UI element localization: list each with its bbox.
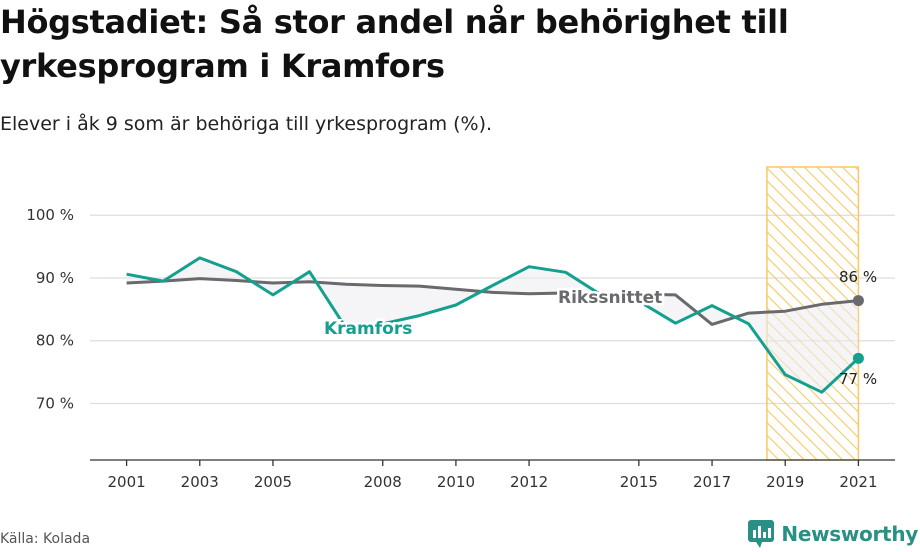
end-label-kramfors: 77 % [839,370,877,388]
end-point-kramfors [852,352,864,364]
brand-logo: Newsworthy [747,519,918,549]
x-tick-label: 2021 [839,473,877,491]
y-tick-label: 80 % [36,332,74,350]
labels: Kramfors Rikssnittet 86 % 77 % [322,268,878,388]
end-point-rikssnittet [852,295,864,307]
y-tick-label: 90 % [36,269,74,287]
x-tick-label: 2010 [437,473,475,491]
series-label-rikssnittet: Rikssnittet [558,288,662,308]
gap-area [126,257,859,393]
chart-title: Högstadiet: Så stor andel når behörighet… [0,3,789,85]
series-label-kramfors: Kramfors [324,319,412,339]
y-tick-label: 100 % [26,206,74,224]
gridlines: 70 % 80 % 90 % 100 % [26,206,895,413]
newsworthy-logo-icon [748,520,775,548]
x-tick-label: 2012 [510,473,548,491]
chart-subtitle: Elever i åk 9 som är behöriga till yrkes… [0,113,493,135]
end-label-rikssnittet: 86 % [839,268,877,286]
y-tick-label: 70 % [36,395,74,413]
x-tick-label: 2008 [364,473,402,491]
brand-name: Newsworthy [781,522,918,546]
x-tick-label: 2001 [107,473,145,491]
gap-fill [126,257,859,393]
x-tick-label: 2005 [254,473,292,491]
source-note: Källa: Kolada [0,531,91,547]
x-tick-label: 2019 [766,473,804,491]
x-tick-label: 2003 [181,473,219,491]
x-tick-label: 2015 [620,473,658,491]
x-tick-label: 2017 [693,473,731,491]
series-lines [126,256,864,394]
line-kramfors [126,256,860,394]
x-axis: 2001 2003 2005 2008 2010 2012 2015 2017 2019 2021 [90,459,895,491]
